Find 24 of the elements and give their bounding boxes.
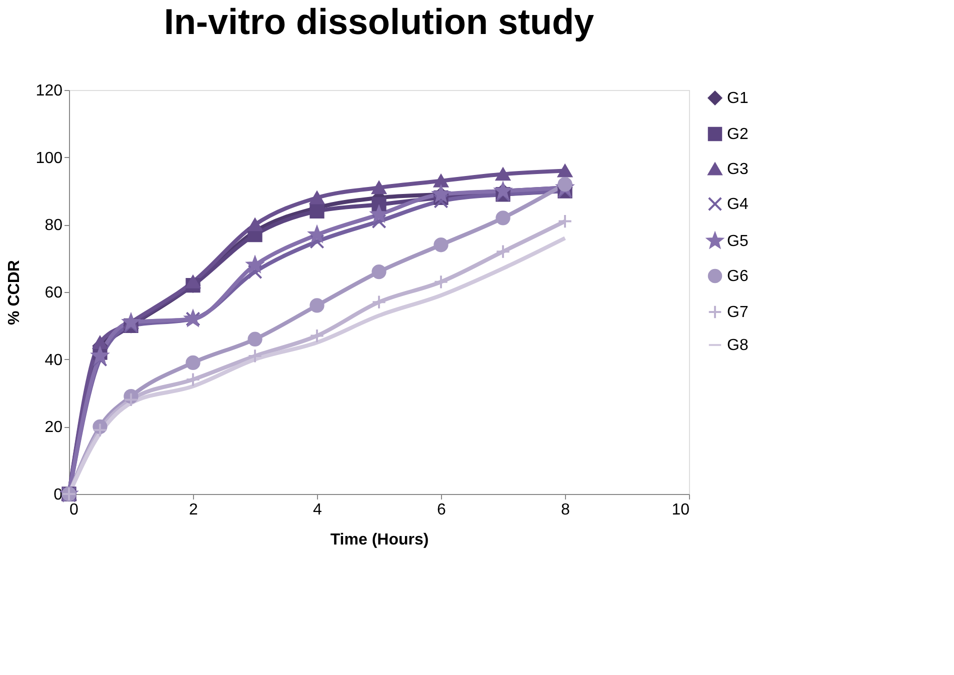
y-tick-label: 0	[54, 486, 63, 504]
y-tick-label: 80	[44, 217, 63, 234]
chart-title: In-vitro dissolution study	[164, 1, 594, 42]
y-tick-label: 100	[36, 150, 63, 167]
x-axis-title: Time (Hours)	[330, 532, 429, 548]
legend-label: G5	[727, 233, 748, 250]
y-tick-label: 60	[44, 284, 63, 302]
x-tick-label: 4	[313, 502, 322, 518]
legend-label: G6	[727, 268, 748, 285]
legend-label: G7	[727, 304, 748, 321]
legend-label: G8	[727, 337, 748, 354]
y-tick-label: 120	[36, 82, 63, 100]
x-tick-label: 2	[189, 502, 198, 518]
x-tick-label: 6	[437, 502, 446, 518]
legend-label: G3	[727, 161, 748, 178]
y-tick-label: 40	[44, 352, 63, 369]
legend-label: G2	[727, 126, 748, 143]
x-tick-label: 10	[672, 502, 690, 518]
y-axis-title: % CCDR	[6, 260, 23, 325]
legend-label: G1	[727, 90, 748, 107]
y-tick-label: 20	[44, 419, 63, 436]
legend-label: G4	[727, 196, 748, 213]
x-tick-label: 0	[70, 502, 78, 518]
x-tick-label: 8	[561, 502, 570, 518]
